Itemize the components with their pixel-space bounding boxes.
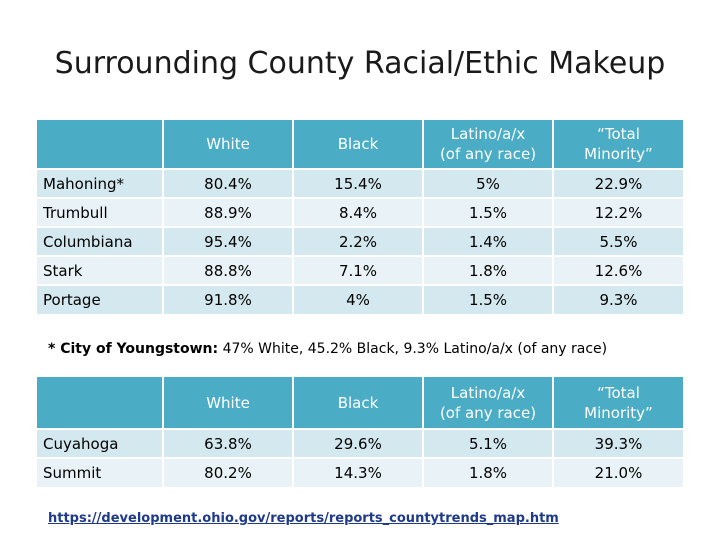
latino-value: 1.5% [423,284,554,314]
minority-value: 9.3% [553,284,683,314]
latino-value: 1.8% [423,457,554,487]
nearby-county-makeup-table: White Black Latino/a/x (of any race) “Tot… [37,377,683,487]
header-total-minority: “Total Minority” [584,125,653,163]
black-value: 29.6% [293,428,424,458]
black-value: 8.4% [293,197,424,227]
footnote-bold: * City of Youngstown: [48,341,219,357]
white-value: 95.4% [163,226,294,256]
white-value: 88.8% [163,255,294,285]
table-header-row: White Black Latino/a/x (of any race) “Tot… [37,120,683,169]
latino-value: 1.8% [423,255,554,285]
white-value: 80.2% [163,457,294,487]
black-value: 14.3% [293,457,424,487]
table-row: Cuyahoga 63.8% 29.6% 5.1% 39.3% [37,428,683,458]
black-value: 7.1% [293,255,424,285]
minority-value: 21.0% [553,457,683,487]
header-latino: Latino/a/x (of any race) [423,377,554,429]
header-county [37,377,164,429]
header-county [37,120,164,169]
minority-value: 12.2% [553,197,683,227]
header-total-minority: “Total Minority” [584,383,653,422]
header-white: White [163,377,294,429]
county-name: Columbiana [37,226,164,256]
county-name: Portage [37,284,164,314]
white-value: 88.9% [163,197,294,227]
table-row: Portage 91.8% 4% 1.5% 9.3% [37,284,683,314]
table-row: Mahoning* 80.4% 15.4% 5% 22.9% [37,168,683,198]
slide-title: Surrounding County Racial/Ethic Makeup [54,46,666,81]
county-name: Stark [37,255,164,285]
header-black: Black [293,120,424,169]
latino-value: 5.1% [423,428,554,458]
county-makeup-table: White Black Latino/a/x (of any race) “Tot… [37,120,683,314]
minority-value: 5.5% [553,226,683,256]
table-header-row: White Black Latino/a/x (of any race) “Tot… [37,377,683,429]
youngstown-footnote: * City of Youngstown: 47% White, 45.2% B… [48,341,607,357]
county-name: Mahoning* [37,168,164,198]
source-link[interactable]: https://development.ohio.gov/reports/rep… [48,511,559,526]
table-row: Columbiana 95.4% 2.2% 1.4% 5.5% [37,226,683,256]
table-row: Summit 80.2% 14.3% 1.8% 21.0% [37,457,683,487]
county-name: Summit [37,457,164,487]
latino-value: 1.5% [423,197,554,227]
black-value: 4% [293,284,424,314]
white-value: 91.8% [163,284,294,314]
black-value: 15.4% [293,168,424,198]
footnote-text: 47% White, 45.2% Black, 9.3% Latino/a/x … [218,341,608,357]
table-row: Stark 88.8% 7.1% 1.8% 12.6% [37,255,683,285]
white-value: 80.4% [163,168,294,198]
header-latino: Latino/a/x (of any race) [423,120,554,169]
header-black: Black [293,377,424,429]
county-name: Trumbull [37,197,164,227]
white-value: 63.8% [163,428,294,458]
table-row: Trumbull 88.9% 8.4% 1.5% 12.2% [37,197,683,227]
county-name: Cuyahoga [37,428,164,458]
minority-value: 22.9% [553,168,683,198]
minority-value: 12.6% [553,255,683,285]
latino-value: 5% [423,168,554,198]
minority-value: 39.3% [553,428,683,458]
latino-value: 1.4% [423,226,554,256]
black-value: 2.2% [293,226,424,256]
header-white: White [163,120,294,169]
